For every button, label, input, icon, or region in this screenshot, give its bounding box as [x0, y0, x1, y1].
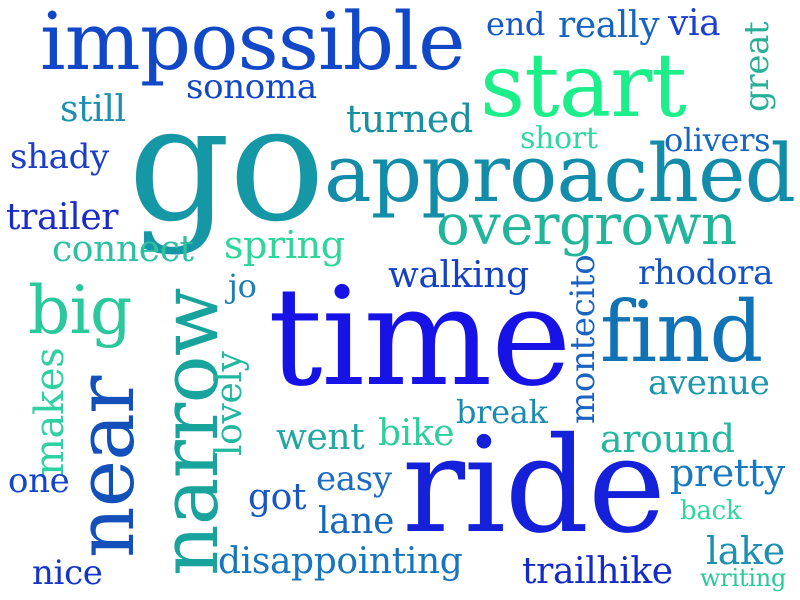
- word-got: got: [248, 477, 307, 518]
- word-pretty: pretty: [670, 451, 785, 495]
- word-spring: spring: [224, 223, 345, 267]
- word-ride: ride: [402, 409, 666, 563]
- word-approached: approached: [324, 127, 796, 220]
- word-lovely: lovely: [209, 351, 250, 456]
- word-easy: easy: [316, 459, 392, 499]
- word-lake: lake: [706, 529, 785, 573]
- word-great: great: [737, 21, 777, 112]
- word-back: back: [680, 496, 742, 526]
- word-one: one: [8, 461, 70, 501]
- word-montecito: montecito: [563, 254, 603, 424]
- word-shady: shady: [10, 137, 109, 177]
- word-rhodora: rhodora: [638, 253, 773, 293]
- word-find: find: [600, 283, 763, 381]
- word-walking: walking: [388, 255, 529, 296]
- word-trailhike: trailhike: [522, 551, 673, 592]
- word-olivers: olivers: [664, 121, 771, 159]
- word-time: time: [268, 259, 572, 417]
- word-via: via: [668, 3, 721, 44]
- word-turned: turned: [346, 97, 473, 141]
- word-end: end: [486, 5, 546, 43]
- word-avenue: avenue: [648, 363, 770, 403]
- word-lane: lane: [318, 501, 395, 542]
- word-sonoma: sonoma: [186, 67, 317, 107]
- word-went: went: [276, 417, 365, 458]
- word-still: still: [60, 89, 126, 130]
- word-go: go: [128, 70, 325, 257]
- word-disappointing: disappointing: [218, 541, 463, 582]
- word-big: big: [28, 272, 132, 349]
- word-overgrown: overgrown: [436, 193, 737, 258]
- word-connect: connect: [52, 229, 194, 270]
- word-near: near: [59, 376, 152, 558]
- word-around: around: [600, 417, 735, 461]
- word-jo: jo: [228, 267, 257, 305]
- word-writing: writing: [700, 564, 787, 592]
- word-nice: nice: [32, 553, 103, 593]
- word-impossible: impossible: [40, 0, 465, 88]
- word-break: break: [456, 393, 548, 431]
- word-really: really: [558, 5, 660, 46]
- word-trailer: trailer: [6, 197, 119, 238]
- word-short: short: [520, 121, 598, 156]
- word-start: start: [480, 34, 687, 137]
- word-bike: bike: [378, 413, 455, 454]
